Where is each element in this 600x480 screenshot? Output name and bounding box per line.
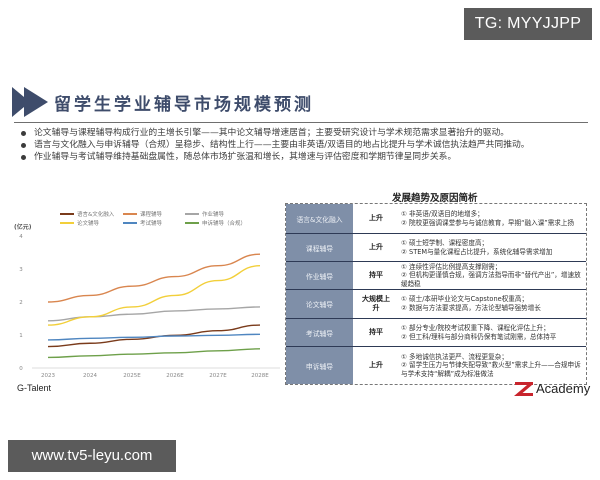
legend-swatch xyxy=(60,213,74,215)
series-line xyxy=(47,253,261,303)
bullet-item: 论文辅导与课程辅导构成行业的主增长引擎——其中论文辅导增速居首；主要受研究设计与… xyxy=(20,127,590,139)
category-label: 申诉辅导 xyxy=(286,347,353,384)
page-title: 留学生学业辅导市场规模预测 xyxy=(54,94,314,115)
reason-text: ① 硕士短学制、课程密度高； ② STEM与量化课程占比提升，系统化辅导需求增加 xyxy=(401,238,553,256)
legend-swatch xyxy=(123,213,137,215)
line-chart: 0 1 2 3 4 2023 2024 2025E 2026E 2027E 2028E xyxy=(19,234,280,379)
series-line xyxy=(47,265,261,326)
series-line xyxy=(47,333,261,341)
legend-item: 考试辅导 xyxy=(123,219,162,227)
y-axis-unit: (亿元) xyxy=(14,224,32,231)
legend-item: 申诉辅导（合规） xyxy=(185,219,246,227)
legend-item: 论文辅导 xyxy=(60,219,99,227)
category-label: 作业辅导 xyxy=(286,262,353,289)
academy-logo-icon xyxy=(514,381,533,396)
trend-value: 持平 xyxy=(369,328,383,336)
academy-logo: Academy xyxy=(513,381,590,396)
table-row: 考试辅导 持平 ① 部分专业/院校考试权重下降、课程化评估上升； ② 但工科/理科… xyxy=(286,318,586,346)
analysis-title: 发展趋势及原因简析 xyxy=(392,193,478,204)
table-row: 语言&文化融入 上升 ① 非英语/双语目的地增多； ② 院校更强调课堂参与与诚信教… xyxy=(286,204,586,233)
category-label: 课程辅导 xyxy=(286,234,353,261)
legend-swatch xyxy=(60,222,74,224)
legend-item: 作业辅导 xyxy=(185,210,224,218)
reason-text: ① 多地诚信执法更严、流程更复杂； ② 留学生压力与节律失配导致“救火型”需求上升… xyxy=(401,352,581,378)
x-tick-label: 2023 xyxy=(41,373,55,379)
x-tick-label: 2024 xyxy=(83,373,97,379)
reason-text: ① 部分专业/院校考试权重下降、课程化评估上升； ② 但工科/理科与部分商科仍保有… xyxy=(401,323,557,341)
site-watermark: www.tv5-leyu.com xyxy=(8,440,176,472)
legend-swatch xyxy=(185,222,199,224)
source-label: G-Talent xyxy=(17,383,52,393)
trend-value: 持平 xyxy=(369,271,383,279)
legend-swatch xyxy=(185,213,199,215)
trend-value: 上升 xyxy=(369,361,383,369)
bullet-item: 语言与文化融入与申诉辅导（合规）呈稳步、结构性上行——主要由非英语/双语目的地占… xyxy=(20,139,590,151)
tg-contact-badge: TG: MYYJJPP xyxy=(464,8,592,40)
category-label: 考试辅导 xyxy=(286,319,353,346)
legend-item: 课程辅导 xyxy=(123,210,162,218)
bullet-item: 作业辅导与考试辅导维持基础盘属性，随总体市场扩张温和增长，其增速与评估密度和学期… xyxy=(20,151,590,163)
reason-text: ① 连续性评估比例提高支撑刚需； ② 但机构更谨慎合规，强调方法指导而非“替代产出… xyxy=(401,262,581,288)
reason-text: ① 非英语/双语目的地增多； ② 院校更强调课堂参与与诚信教育，早期“融入课”需求… xyxy=(401,209,575,227)
series-line xyxy=(47,348,261,359)
double-chevron-right-icon xyxy=(12,87,48,117)
y-tick-label: 3 xyxy=(19,267,23,273)
category-label: 论文辅导 xyxy=(286,290,353,318)
table-row: 作业辅导 持平 ① 连续性评估比例提高支撑刚需； ② 但机构更谨慎合规，强调方法指… xyxy=(286,261,586,289)
analysis-table: 语言&文化融入 上升 ① 非英语/双语目的地增多； ② 院校更强调课堂参与与诚信教… xyxy=(285,203,587,385)
reason-text: ① 硕士/本研毕业论文与Capstone权重高； ② 数据与方法要求提高，方法论型… xyxy=(401,295,541,312)
x-tick-label: 2027E xyxy=(209,373,227,379)
title-divider xyxy=(14,122,588,123)
x-tick-label: 2026E xyxy=(166,373,184,379)
summary-bullets: 论文辅导与课程辅导构成行业的主增长引擎——其中论文辅导增速居首；主要受研究设计与… xyxy=(20,127,590,164)
category-label: 语言&文化融入 xyxy=(286,204,353,233)
table-row: 论文辅导 大规模上升 ① 硕士/本研毕业论文与Capstone权重高； ② 数据与… xyxy=(286,289,586,318)
y-tick-label: 4 xyxy=(19,234,23,240)
y-tick-label: 2 xyxy=(19,300,23,306)
y-tick-label: 0 xyxy=(19,366,23,372)
legend-item: 语言&文化融入 xyxy=(60,210,114,218)
x-tick-label: 2028E xyxy=(251,373,269,379)
legend-swatch xyxy=(123,222,137,224)
academy-logo-text: Academy xyxy=(536,381,591,396)
y-tick-label: 1 xyxy=(19,333,23,339)
slide-title: 留学生学业辅导市场规模预测 xyxy=(12,86,314,118)
series-line xyxy=(47,306,261,322)
x-tick-label: 2025E xyxy=(123,373,141,379)
trend-value: 大规模上升 xyxy=(362,295,390,312)
table-row: 申诉辅导 上升 ① 多地诚信执法更严、流程更复杂； ② 留学生压力与节律失配导致“… xyxy=(286,346,586,384)
table-row: 课程辅导 上升 ① 硕士短学制、课程密度高； ② STEM与量化课程占比提升，系统… xyxy=(286,233,586,261)
trend-value: 上升 xyxy=(369,243,383,251)
trend-value: 上升 xyxy=(369,214,383,222)
